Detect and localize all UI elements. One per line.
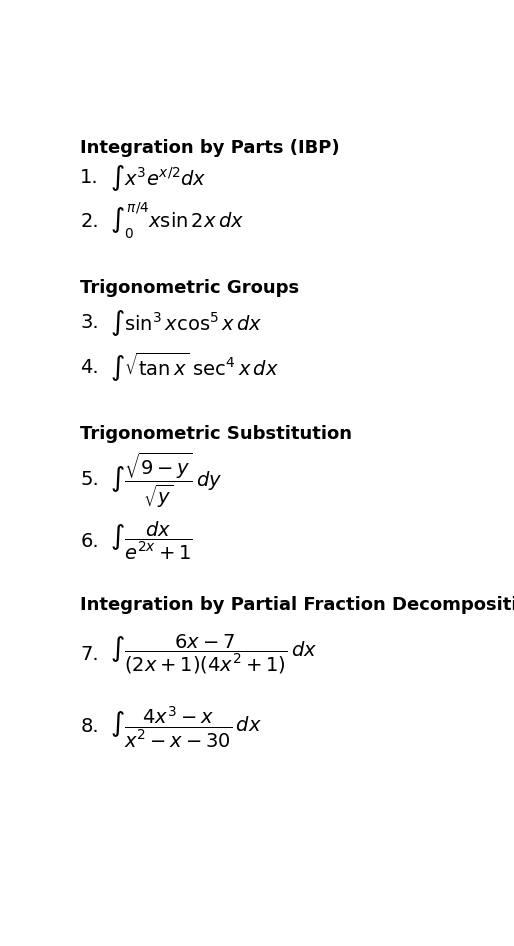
Text: 8.: 8. [80,717,99,736]
Text: Integration by Partial Fraction Decomposition: Integration by Partial Fraction Decompos… [80,596,514,614]
Text: $\int_0^{\pi/4} x \sin 2x\, dx$: $\int_0^{\pi/4} x \sin 2x\, dx$ [110,201,244,241]
Text: $\int \dfrac{\sqrt{9-y}}{\sqrt{y}}\, dy$: $\int \dfrac{\sqrt{9-y}}{\sqrt{y}}\, dy$ [110,450,223,510]
Text: 7.: 7. [80,644,99,663]
Text: $\int \dfrac{6x-7}{(2x+1)(4x^2+1)}\, dx$: $\int \dfrac{6x-7}{(2x+1)(4x^2+1)}\, dx$ [110,632,317,675]
Text: 4.: 4. [80,358,99,377]
Text: 2.: 2. [80,212,99,231]
Text: Integration by Parts (IBP): Integration by Parts (IBP) [80,139,340,157]
Text: Trigonometric Groups: Trigonometric Groups [80,279,299,297]
Text: $\int \sqrt{\tan x}\; \sec^4 x\, dx$: $\int \sqrt{\tan x}\; \sec^4 x\, dx$ [110,350,279,383]
Text: $\int \dfrac{dx}{e^{2x}+1}$: $\int \dfrac{dx}{e^{2x}+1}$ [110,519,193,562]
Text: Trigonometric Substitution: Trigonometric Substitution [80,426,352,444]
Text: $\int \dfrac{4x^3-x}{x^2-x-30}\, dx$: $\int \dfrac{4x^3-x}{x^2-x-30}\, dx$ [110,704,262,749]
Text: $\int \sin^3 x \cos^5 x\, dx$: $\int \sin^3 x \cos^5 x\, dx$ [110,307,263,338]
Text: $\int x^3 e^{x/2} dx$: $\int x^3 e^{x/2} dx$ [110,163,207,193]
Text: 3.: 3. [80,313,99,332]
Text: 1.: 1. [80,168,99,187]
Text: 6.: 6. [80,532,99,551]
Text: 5.: 5. [80,470,99,489]
